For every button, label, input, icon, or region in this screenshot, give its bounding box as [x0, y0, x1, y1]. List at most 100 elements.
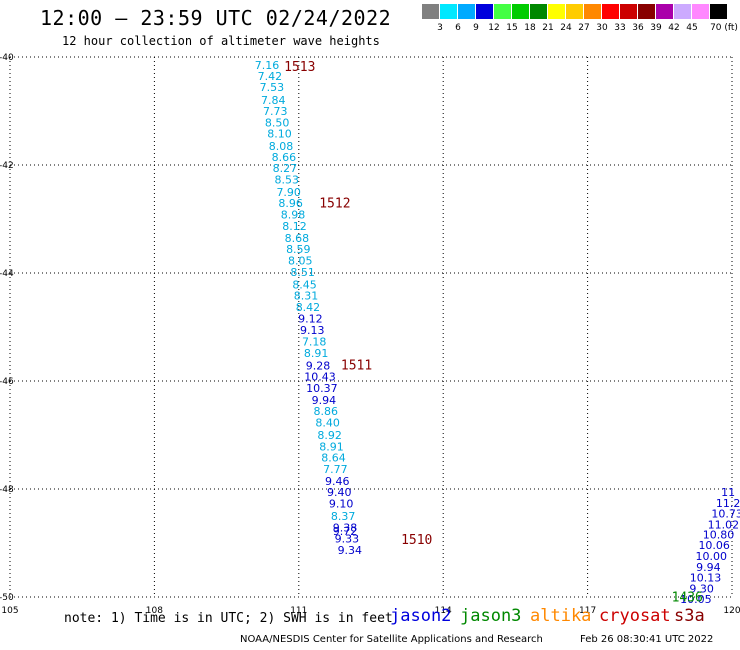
credit-line: NOAA/NESDIS Center for Satellite Applica…	[240, 634, 543, 645]
pass-time-label: 1511	[341, 358, 372, 373]
y-tick-label: -46	[0, 377, 14, 387]
wave-height-label: 8.91	[319, 440, 344, 453]
legend-swatch	[440, 4, 457, 19]
wave-height-label: 7.84	[261, 94, 286, 107]
y-tick-label: -50	[0, 593, 14, 603]
legend-swatch	[476, 4, 493, 19]
y-tick-label: -44	[0, 269, 14, 279]
sat-label-cryosat: cryosat	[599, 606, 671, 626]
legend-label: 42	[668, 23, 680, 33]
wave-height-label: 7.16	[255, 59, 280, 72]
wave-height-label: 9.94	[696, 561, 721, 574]
sat-label-s3a: s3a	[674, 606, 705, 626]
pass-time-label: 1436	[672, 590, 703, 605]
pass-time-label: 1513	[284, 60, 315, 75]
color-legend: 3 6 9 12 15 18 21 24 27 30 33 36 39 42 45 70 (ft)	[422, 4, 738, 36]
legend-swatch	[638, 4, 655, 19]
wave-height-label: 10.37	[306, 382, 338, 395]
wave-height-label: 9.72	[333, 525, 358, 538]
wave-height-label: 8.05	[288, 255, 313, 268]
legend-swatch	[422, 4, 439, 19]
wave-height-label: 8.92	[317, 429, 342, 442]
legend-swatch	[548, 4, 565, 19]
wave-height-label: 8.42	[296, 301, 321, 314]
wave-height-label: 8.31	[294, 290, 319, 303]
wave-height-label: 7.18	[302, 336, 327, 349]
legend-label: 39	[650, 23, 662, 33]
wave-height-label: 10.43	[304, 371, 336, 384]
legend-label: 3	[437, 23, 443, 33]
wave-height-label: 9.30	[689, 582, 714, 595]
legend-label: 27	[578, 23, 590, 33]
footer-note: note: 1) Time is in UTC; 2) SWH is in fe…	[64, 611, 393, 626]
legend-swatch	[494, 4, 511, 19]
legend-swatch	[566, 4, 583, 19]
legend-label: 12	[488, 23, 500, 33]
legend-label: 45	[686, 23, 698, 33]
wave-height-label: 10.06	[698, 539, 730, 552]
x-tick-label: 105	[1, 606, 18, 616]
wave-height-label: 7.77	[323, 463, 348, 476]
wave-height-label: 10.05	[680, 593, 712, 606]
wave-height-label: 8.10	[267, 128, 292, 141]
wave-height-label: 10.00	[696, 550, 728, 563]
generated-timestamp: Feb 26 08:30:41 UTC 2022	[580, 634, 714, 645]
wave-height-label: 9.28	[306, 359, 331, 372]
wave-height-label: 8.66	[272, 151, 297, 164]
legend-swatch	[674, 4, 691, 19]
wave-height-label: 10.73	[711, 507, 740, 520]
wave-height-label: 8.64	[321, 452, 346, 465]
wave-height-label: 8.53	[275, 174, 300, 187]
x-tick-label: 111	[290, 606, 307, 616]
legend-label: 33	[614, 23, 626, 33]
wave-height-label: 8.37	[331, 510, 356, 523]
legend-swatch	[602, 4, 619, 19]
wave-height-label: 9.46	[325, 475, 350, 488]
wave-height-label: 9.94	[312, 394, 337, 407]
legend-label: 70 (ft)	[710, 23, 738, 33]
wave-height-label: 7.42	[258, 70, 283, 83]
chart-subtitle: 12 hour collection of altimeter wave hei…	[62, 34, 380, 48]
sat-label-jason3: jason3	[460, 606, 522, 626]
legend-label: 9	[473, 23, 479, 33]
sat-label-altika: altika	[530, 606, 592, 626]
wave-height-label: 9.12	[298, 312, 323, 325]
wave-height-label: 8.45	[292, 278, 317, 291]
wave-height-label: 9.34	[338, 544, 363, 557]
wave-height-label: 11	[721, 486, 735, 499]
legend-label: 21	[542, 23, 554, 33]
legend-swatch	[584, 4, 601, 19]
wave-height-label: 8.12	[282, 220, 307, 233]
wave-height-label: 7.53	[260, 81, 285, 94]
wave-height-label: 10.80	[703, 528, 735, 541]
legend-label: 6	[455, 23, 461, 33]
wave-height-label: 9.13	[300, 324, 325, 337]
wave-height-label: 10.13	[690, 572, 722, 585]
x-tick-label: 108	[146, 606, 163, 616]
legend-swatch	[530, 4, 547, 19]
pass-time-label: 1510	[401, 533, 432, 548]
wave-height-label: 8.59	[286, 243, 311, 256]
wave-height-label: 9.38	[333, 521, 358, 534]
wave-height-label: 11.02	[708, 519, 740, 532]
x-tick-label: 120	[723, 606, 740, 616]
legend-label: 36	[632, 23, 644, 33]
legend-label: 24	[560, 23, 572, 33]
y-tick-label: -42	[0, 161, 14, 171]
wave-height-label: 8.27	[273, 162, 298, 175]
legend-swatch	[692, 4, 709, 19]
wave-height-label: 8.86	[314, 405, 339, 418]
legend-label: 15	[506, 23, 518, 33]
y-tick-label: -40	[0, 53, 14, 63]
wave-height-label: 11.2	[716, 497, 740, 510]
legend-swatch	[458, 4, 475, 19]
wave-height-label: 8.40	[315, 417, 340, 430]
legend-swatch	[656, 4, 673, 19]
wave-height-label: 9.40	[327, 486, 352, 499]
legend-swatch	[710, 4, 727, 19]
wave-height-label: 8.51	[290, 266, 315, 279]
legend-label: 30	[596, 23, 608, 33]
legend-swatch	[620, 4, 637, 19]
wave-height-label: 8.91	[304, 347, 329, 360]
